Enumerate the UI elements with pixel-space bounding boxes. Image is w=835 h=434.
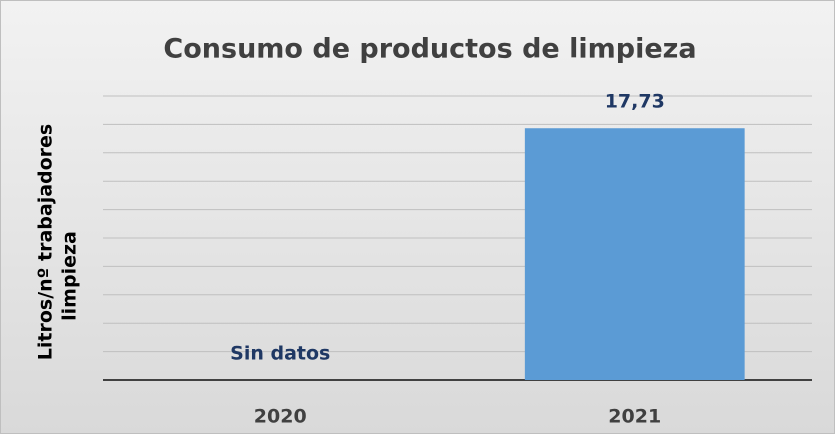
y-axis-label-line: limpieza <box>59 231 81 321</box>
chart-title: Consumo de productos de limpieza <box>163 34 696 65</box>
x-tick-label: 2021 <box>608 406 661 428</box>
data-label: Sin datos <box>230 343 330 365</box>
y-axis-label: Litros/nº trabajadores limpieza <box>35 124 81 360</box>
y-axis-label-line: Litros/nº trabajadores <box>35 124 57 360</box>
bar <box>524 128 745 380</box>
x-tick-label: 2020 <box>254 406 307 428</box>
data-label: 17,73 <box>605 91 665 113</box>
